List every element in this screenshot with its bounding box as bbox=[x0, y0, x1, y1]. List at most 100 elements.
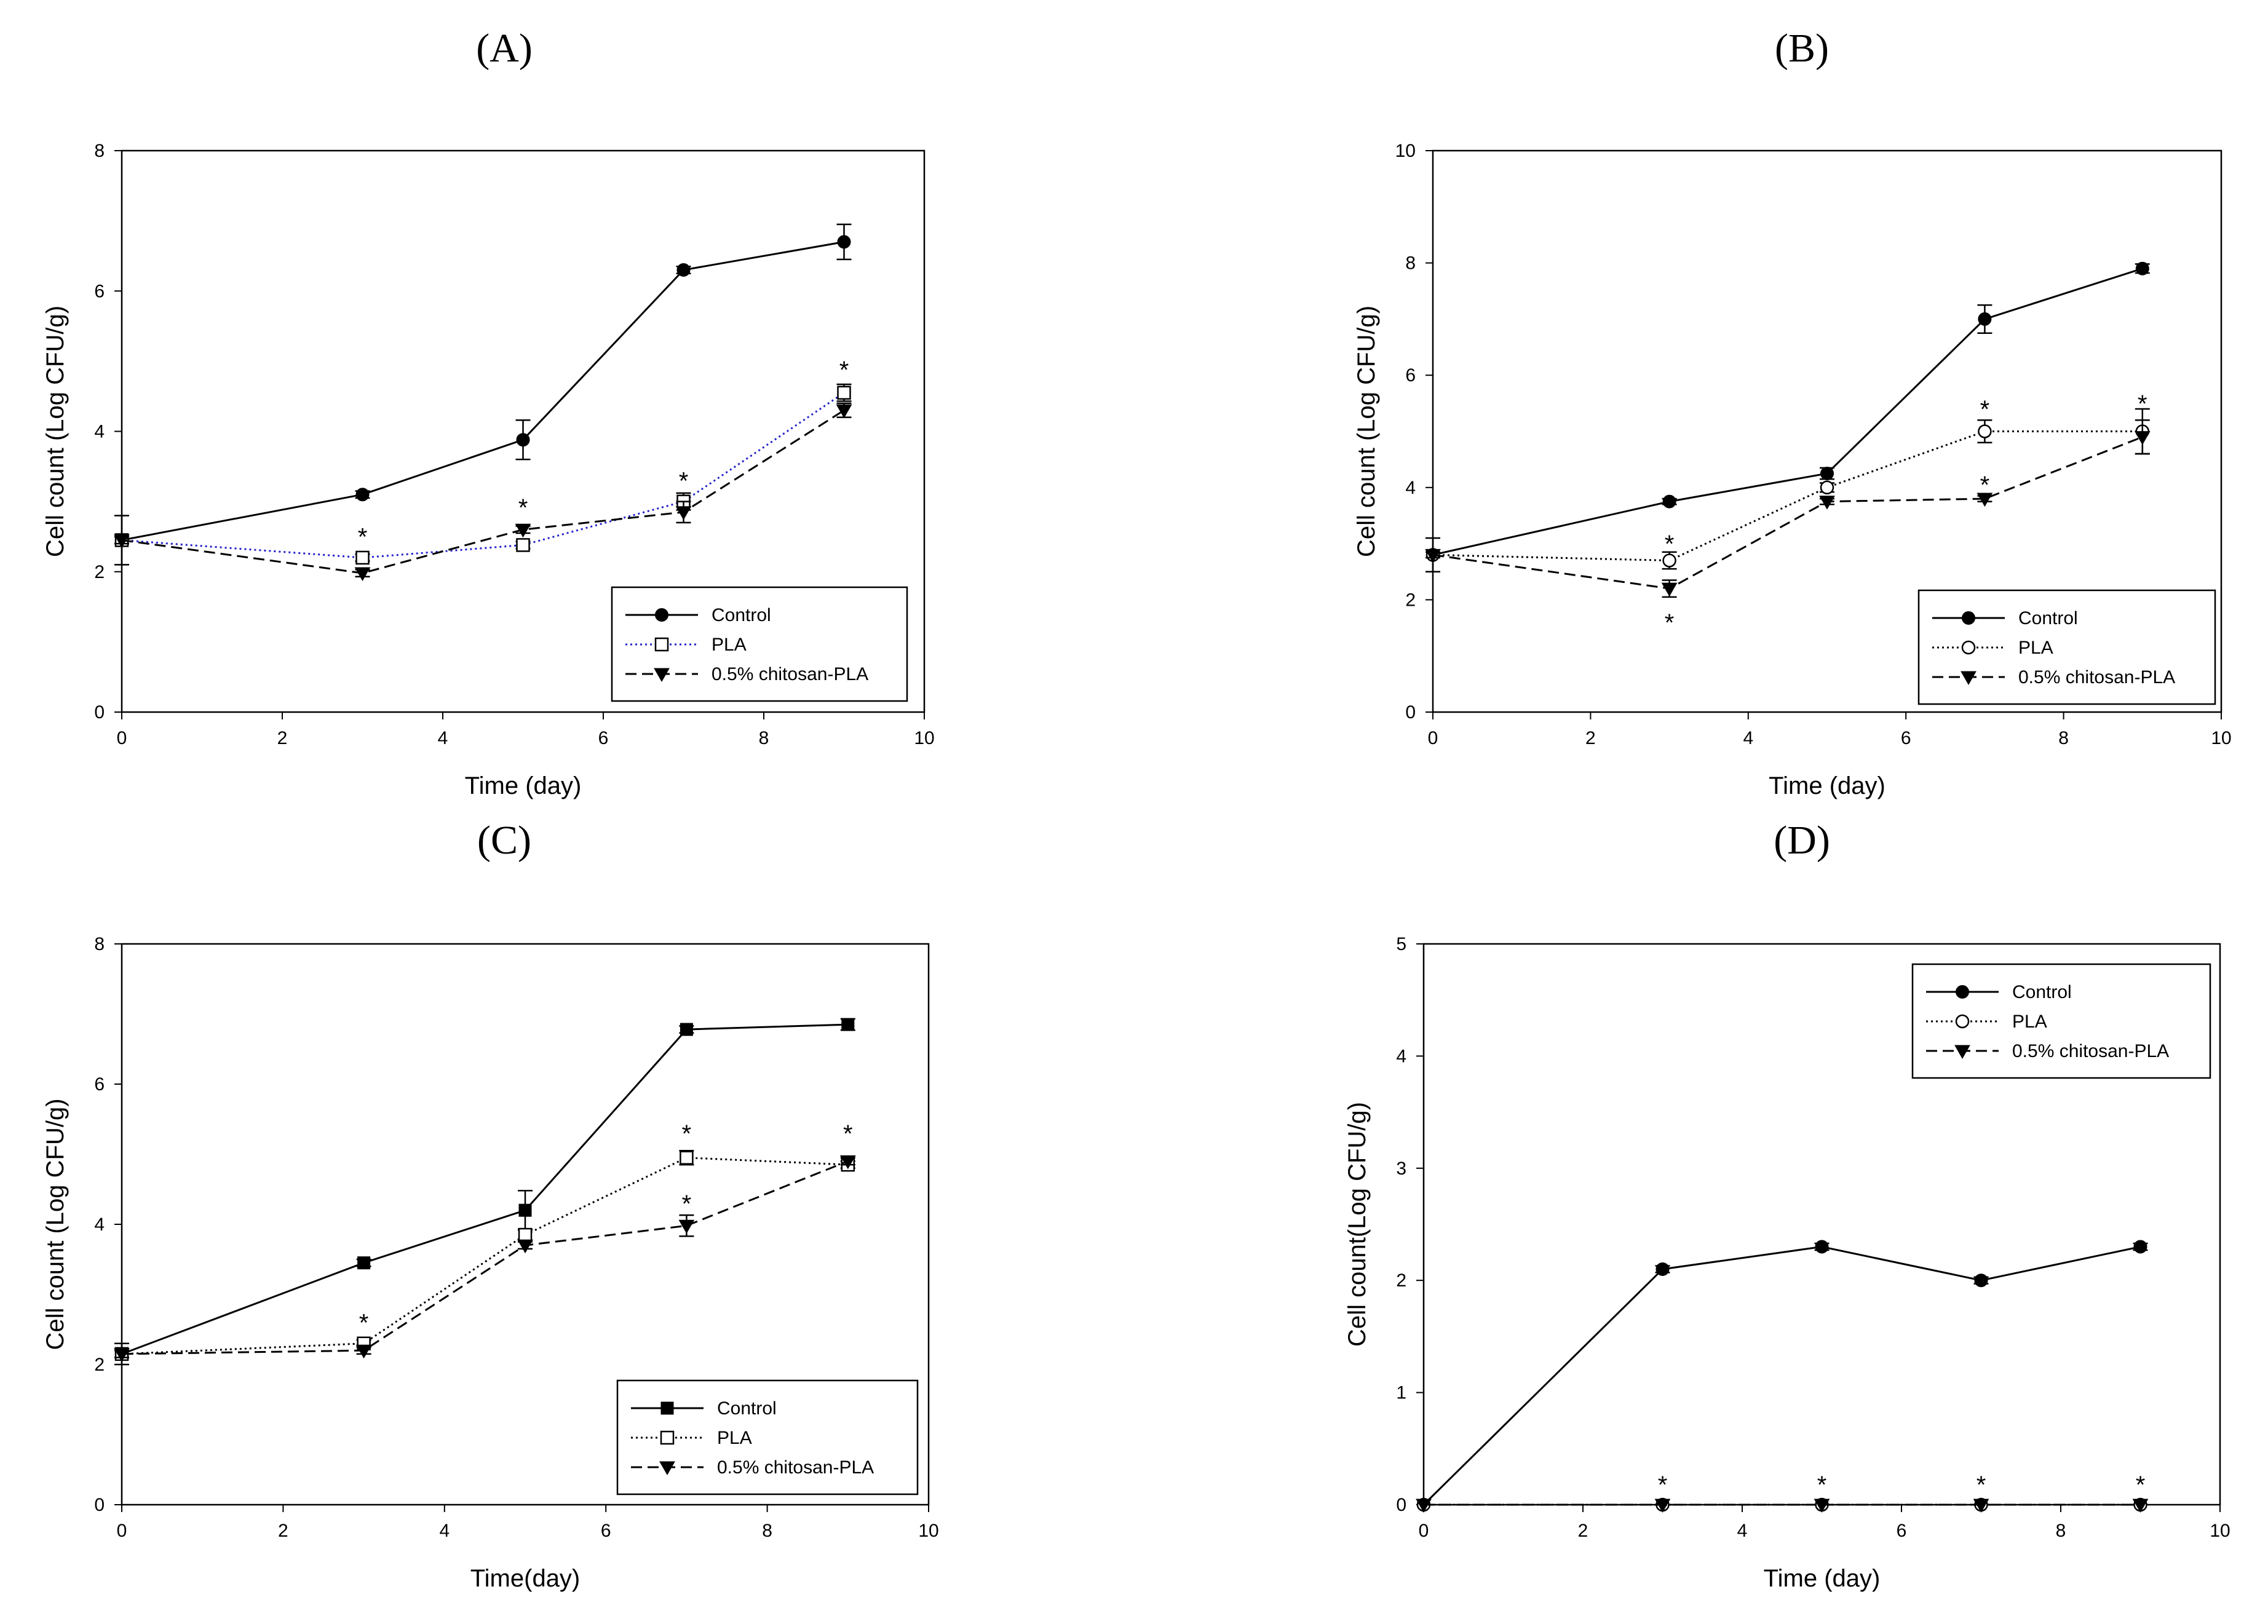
legend-marker-2 bbox=[654, 668, 670, 683]
data-point-2 bbox=[678, 1219, 695, 1234]
y-tick-label: 6 bbox=[1405, 365, 1416, 386]
data-point-0 bbox=[357, 1256, 371, 1270]
legend-box bbox=[616, 1379, 919, 1495]
data-point-2 bbox=[675, 506, 692, 520]
significance-star: * bbox=[2136, 1472, 2146, 1499]
series-line-1 bbox=[121, 1157, 848, 1355]
x-tick-label: 8 bbox=[759, 728, 769, 748]
legend-marker-2 bbox=[1961, 671, 1977, 686]
significance-star: * bbox=[359, 1310, 369, 1337]
y-tick-label: 8 bbox=[94, 934, 105, 954]
data-point-2 bbox=[1425, 549, 1441, 563]
data-point-1 bbox=[680, 1151, 694, 1165]
significance-star: * bbox=[1977, 1472, 1986, 1499]
data-point-1 bbox=[1662, 553, 1676, 568]
data-point-2 bbox=[1819, 496, 1835, 510]
x-tick-label: 8 bbox=[2058, 728, 2069, 748]
x-tick-label: 6 bbox=[1897, 1521, 1907, 1541]
legend-marker-2 bbox=[659, 1461, 675, 1476]
series-line-1 bbox=[1432, 430, 2143, 561]
data-point-2 bbox=[1654, 1499, 1671, 1513]
x-tick-label: 2 bbox=[1578, 1521, 1588, 1541]
significance-star: * bbox=[1665, 531, 1675, 558]
x-tick-label: 4 bbox=[438, 728, 448, 748]
data-point-0 bbox=[676, 263, 691, 277]
x-axis-label: Time (day) bbox=[465, 772, 582, 799]
x-tick-label: 0 bbox=[117, 1521, 127, 1541]
x-tick-label: 4 bbox=[439, 1521, 450, 1541]
data-point-0 bbox=[518, 1203, 532, 1217]
y-tick-label: 4 bbox=[94, 1214, 105, 1235]
data-point-0 bbox=[837, 235, 851, 249]
data-point-2 bbox=[515, 523, 531, 538]
data-point-2 bbox=[1814, 1499, 1830, 1513]
x-axis-label: Time (day) bbox=[1764, 1565, 1881, 1592]
y-tick-label: 2 bbox=[1396, 1270, 1406, 1291]
legend-label-2: 0.5% chitosan-PLA bbox=[712, 664, 868, 684]
y-tick-label: 0 bbox=[1396, 1495, 1406, 1515]
series-line-0 bbox=[1432, 267, 2143, 556]
data-point-1 bbox=[518, 1227, 533, 1242]
significance-star: * bbox=[682, 1190, 692, 1218]
legend-label-0: Control bbox=[2018, 608, 2078, 628]
y-tick-label: 2 bbox=[94, 1355, 105, 1375]
x-axis-label: Time(day) bbox=[470, 1565, 581, 1592]
data-point-2 bbox=[836, 404, 852, 419]
data-point-0 bbox=[1655, 1262, 1670, 1276]
data-point-0 bbox=[1820, 466, 1834, 480]
data-point-1 bbox=[837, 386, 851, 400]
significance-star: * bbox=[1665, 609, 1675, 636]
legend-label-2: 0.5% chitosan-PLA bbox=[717, 1457, 874, 1478]
y-tick-label: 8 bbox=[94, 141, 105, 161]
y-tick-label: 6 bbox=[94, 1074, 105, 1095]
x-tick-label: 10 bbox=[918, 1521, 938, 1541]
legend-label-2: 0.5% chitosan-PLA bbox=[2012, 1041, 2169, 1061]
legend-marker-2 bbox=[1954, 1045, 1970, 1060]
x-tick-label: 0 bbox=[117, 728, 127, 748]
x-tick-label: 8 bbox=[762, 1521, 772, 1541]
legend-label-0: Control bbox=[712, 605, 771, 625]
data-point-0 bbox=[2133, 1240, 2147, 1254]
data-point-0 bbox=[2135, 261, 2149, 275]
legend-marker-0 bbox=[660, 1401, 674, 1415]
x-tick-label: 2 bbox=[278, 1521, 288, 1541]
panel-label: (A) bbox=[476, 26, 533, 71]
significance-star: * bbox=[679, 467, 689, 494]
panel-label: (C) bbox=[477, 818, 531, 863]
data-point-1 bbox=[355, 550, 370, 565]
data-point-2 bbox=[1977, 493, 1993, 507]
significance-star: * bbox=[1658, 1472, 1668, 1499]
series-line-2 bbox=[121, 1160, 849, 1355]
significance-star: * bbox=[839, 357, 849, 384]
legend-marker-1 bbox=[1961, 640, 1976, 655]
x-tick-label: 0 bbox=[1428, 728, 1438, 748]
x-tick-label: 0 bbox=[1419, 1521, 1429, 1541]
data-point-2 bbox=[517, 1239, 533, 1254]
plot-frame bbox=[1432, 149, 2222, 713]
y-tick-label: 4 bbox=[94, 422, 105, 442]
significance-star: * bbox=[358, 524, 368, 551]
data-point-2 bbox=[2134, 431, 2151, 445]
x-tick-label: 4 bbox=[1743, 728, 1753, 748]
data-point-0 bbox=[680, 1023, 693, 1036]
x-tick-label: 6 bbox=[598, 728, 609, 748]
data-point-0 bbox=[1978, 312, 1992, 326]
x-tick-label: 6 bbox=[601, 1521, 611, 1541]
significance-star: * bbox=[843, 1120, 853, 1147]
y-tick-label: 6 bbox=[94, 281, 105, 301]
y-axis-label: Cell count (Log CFU/g) bbox=[42, 1098, 69, 1350]
y-tick-label: 4 bbox=[1405, 478, 1416, 498]
y-tick-label: 8 bbox=[1405, 253, 1416, 274]
panel-a: (A) 0 2 4 6 8 10 0 2 4 6 8 Time (day) Cell count (Log… bbox=[42, 26, 935, 799]
data-point-1 bbox=[516, 538, 530, 552]
legend-label-1: PLA bbox=[2012, 1012, 2047, 1032]
y-tick-label: 0 bbox=[1405, 702, 1416, 723]
legend-label-2: 0.5% chitosan-PLA bbox=[2018, 667, 2175, 687]
legend-label-1: PLA bbox=[2018, 638, 2053, 658]
data-point-1 bbox=[1820, 480, 1834, 495]
data-point-0 bbox=[1662, 494, 1676, 509]
significance-star: * bbox=[2138, 390, 2147, 418]
x-tick-label: 10 bbox=[914, 728, 934, 748]
x-tick-label: 2 bbox=[277, 728, 288, 748]
